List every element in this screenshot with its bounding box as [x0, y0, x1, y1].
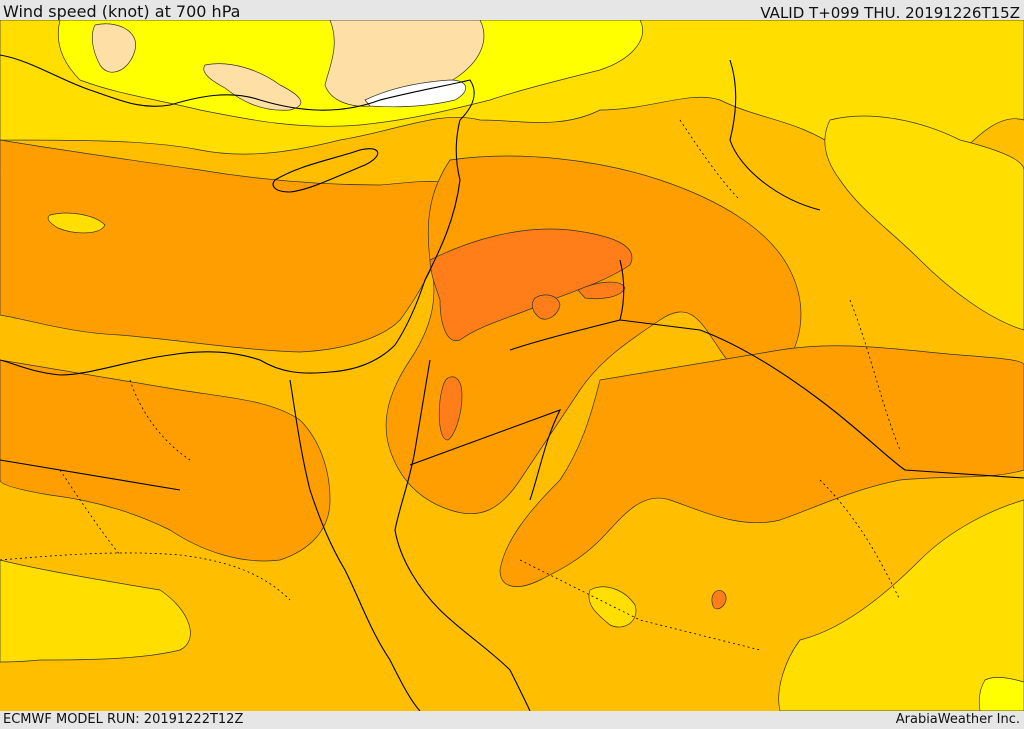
wind-band-yellow-patch-2 [47, 212, 106, 234]
wind-band-yellow-south [0, 559, 191, 663]
wind-band-orange-southwest [0, 359, 331, 562]
map-title: Wind speed (knot) at 700 hPa [3, 2, 241, 21]
wind-band-yellow-patch-1 [588, 586, 637, 628]
wind-band-very-light-2 [203, 63, 302, 111]
wind-band-very-light-3 [91, 23, 136, 73]
wind-band-yellow-ne [824, 115, 1024, 331]
wind-band-dark-orange-3 [531, 294, 561, 320]
valid-time: VALID T+099 THU. 20191226T15Z [760, 4, 1020, 22]
credit: ArabiaWeather Inc. [895, 712, 1020, 727]
wind-band-dark-orange-4 [577, 281, 626, 300]
borders [0, 54, 1024, 711]
province-borders [0, 119, 901, 651]
wind-speed-map[interactable] [0, 20, 1024, 711]
footer-bar: ECMWF MODEL RUN: 20191222T12Z ArabiaWeat… [0, 711, 1024, 729]
wind-band-dark-orange-2 [438, 376, 463, 441]
wind-band-orange-south-east [499, 345, 1024, 587]
header-bar: Wind speed (knot) at 700 hPa VALID T+099… [0, 0, 1024, 22]
wind-band-dark-orange-5 [711, 590, 727, 610]
wind-band-dark-orange-1 [429, 228, 633, 341]
model-run: ECMWF MODEL RUN: 20191222T12Z [3, 712, 244, 727]
wind-band-yellow-southeast [778, 499, 1024, 711]
wind-band-light-yellow-ne [978, 677, 1024, 711]
